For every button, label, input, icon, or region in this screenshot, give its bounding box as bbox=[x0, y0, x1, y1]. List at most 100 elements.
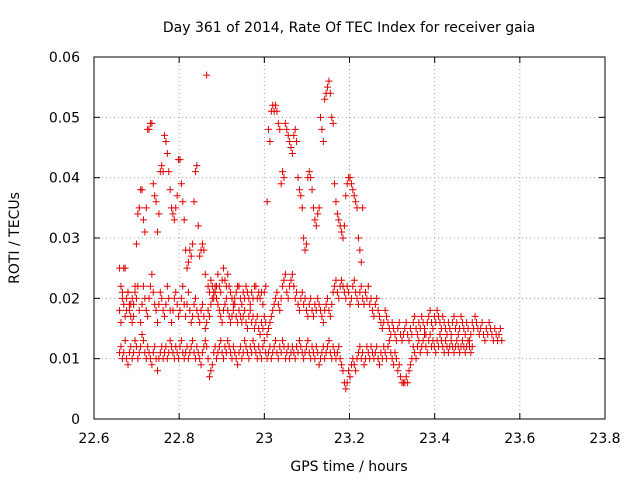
data-point bbox=[249, 337, 257, 345]
data-point bbox=[248, 288, 256, 296]
data-point bbox=[153, 228, 161, 236]
data-point bbox=[265, 125, 273, 133]
data-point bbox=[468, 343, 476, 351]
data-point bbox=[385, 337, 393, 345]
data-point bbox=[352, 198, 360, 206]
data-point bbox=[169, 306, 177, 314]
data-point bbox=[161, 131, 169, 139]
data-point bbox=[193, 343, 201, 351]
data-point bbox=[354, 234, 362, 242]
data-point bbox=[384, 343, 392, 351]
data-point bbox=[144, 312, 152, 320]
data-point bbox=[172, 204, 180, 212]
data-point bbox=[277, 180, 285, 188]
x-tick-label: 23.2 bbox=[334, 431, 365, 447]
data-point bbox=[130, 312, 138, 320]
data-point bbox=[279, 282, 287, 290]
data-point bbox=[338, 361, 346, 369]
y-tick-label: 0.04 bbox=[49, 171, 80, 187]
data-point bbox=[204, 306, 212, 314]
data-point bbox=[201, 325, 209, 332]
data-point bbox=[406, 361, 414, 369]
data-point bbox=[198, 300, 206, 308]
data-point bbox=[259, 343, 267, 351]
data-point bbox=[423, 349, 431, 357]
data-point bbox=[144, 343, 152, 351]
data-point bbox=[191, 294, 199, 302]
y-tick-label: 0.06 bbox=[49, 50, 80, 66]
data-point bbox=[376, 312, 384, 320]
data-point bbox=[280, 174, 288, 182]
data-point bbox=[454, 331, 462, 339]
data-point bbox=[205, 373, 213, 381]
data-point bbox=[263, 331, 271, 339]
data-point bbox=[349, 282, 357, 290]
data-point bbox=[259, 300, 267, 308]
data-point bbox=[208, 361, 216, 369]
data-point bbox=[273, 288, 281, 296]
data-point bbox=[117, 318, 125, 326]
data-point bbox=[307, 174, 315, 182]
data-point bbox=[180, 216, 188, 224]
data-point bbox=[467, 331, 475, 339]
data-point bbox=[324, 83, 332, 91]
y-tick-label: 0 bbox=[71, 412, 80, 428]
data-point bbox=[395, 318, 403, 326]
data-point bbox=[242, 282, 250, 290]
data-point bbox=[203, 343, 211, 351]
data-point bbox=[182, 312, 190, 320]
data-point bbox=[231, 300, 239, 308]
data-point bbox=[162, 137, 170, 145]
data-point bbox=[166, 337, 174, 345]
data-point bbox=[139, 337, 147, 345]
data-point bbox=[225, 282, 233, 290]
x-tick-label: 22.8 bbox=[164, 431, 195, 447]
data-point bbox=[256, 294, 264, 302]
data-point bbox=[198, 349, 206, 357]
y-tick-label: 0.01 bbox=[49, 352, 80, 368]
data-point bbox=[117, 282, 125, 290]
data-point bbox=[246, 306, 254, 314]
data-point bbox=[205, 312, 213, 320]
data-point bbox=[429, 325, 437, 332]
data-point bbox=[338, 276, 346, 284]
data-point bbox=[159, 306, 167, 314]
grid-lines bbox=[94, 57, 605, 419]
data-point bbox=[281, 119, 289, 127]
data-point bbox=[392, 355, 400, 363]
data-point bbox=[210, 288, 218, 296]
data-point bbox=[300, 355, 308, 363]
data-point bbox=[221, 300, 229, 308]
data-point bbox=[220, 264, 228, 272]
data-point bbox=[412, 355, 420, 363]
data-point bbox=[426, 306, 434, 314]
data-point bbox=[315, 361, 323, 369]
data-point bbox=[128, 318, 136, 326]
data-point bbox=[158, 294, 166, 302]
data-point bbox=[360, 361, 368, 369]
data-point bbox=[169, 210, 177, 218]
data-point bbox=[350, 276, 358, 284]
data-point bbox=[284, 294, 292, 302]
x-tick-label: 23.8 bbox=[589, 431, 620, 447]
data-point bbox=[402, 373, 410, 381]
data-point bbox=[276, 125, 284, 133]
data-point bbox=[163, 282, 171, 290]
data-point bbox=[339, 234, 347, 242]
data-point bbox=[308, 186, 316, 194]
data-point bbox=[224, 270, 232, 278]
chart-title: Day 361 of 2014, Rate Of TEC Index for r… bbox=[163, 20, 535, 36]
data-point bbox=[227, 318, 235, 326]
data-point bbox=[272, 101, 280, 109]
data-point bbox=[155, 300, 163, 308]
data-point bbox=[378, 325, 386, 332]
data-point bbox=[302, 240, 310, 248]
data-point bbox=[200, 246, 208, 254]
data-point bbox=[116, 306, 124, 314]
data-point bbox=[347, 180, 355, 188]
data-point bbox=[234, 361, 242, 369]
data-point bbox=[290, 131, 298, 139]
data-point bbox=[467, 349, 475, 357]
data-point bbox=[276, 306, 284, 314]
data-point bbox=[350, 361, 358, 369]
